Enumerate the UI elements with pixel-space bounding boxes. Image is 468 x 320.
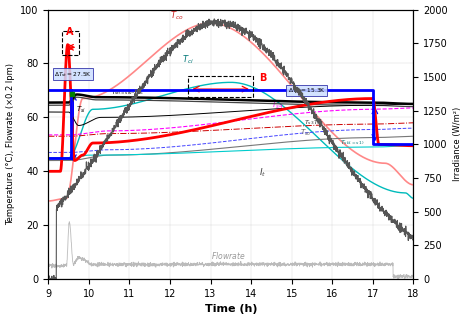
Text: $T_{ci}$: $T_{ci}$: [182, 53, 194, 66]
Text: $\Delta T_{st}=27.5$K: $\Delta T_{st}=27.5$K: [54, 70, 92, 78]
Text: $T_{so}$: $T_{so}$: [300, 128, 311, 138]
Text: $\mathbf{A}$: $\mathbf{A}$: [65, 25, 74, 37]
Text: $\mathbf{B}$: $\mathbf{B}$: [259, 71, 268, 83]
Text: $T_{co}$: $T_{co}$: [170, 10, 183, 22]
Text: $T_{s3}$$T_{s2}$: $T_{s3}$$T_{s2}$: [304, 118, 323, 127]
Text: $T_{sb(=s1)}$: $T_{sb(=s1)}$: [340, 139, 365, 147]
X-axis label: Time (h): Time (h): [205, 304, 257, 315]
Bar: [62, 31, 80, 55]
Bar: [188, 76, 253, 97]
Text: $T_{s4}$: $T_{s4}$: [271, 99, 284, 111]
Text: $T_{si}$: $T_{si}$: [76, 105, 86, 115]
Text: $Flowrate$: $Flowrate$: [211, 250, 245, 261]
Y-axis label: Temperature (°C), Flowrate (×0.2 lpm): Temperature (°C), Flowrate (×0.2 lpm): [6, 63, 15, 225]
Y-axis label: Irradiance (W/m²): Irradiance (W/m²): [453, 107, 462, 181]
Text: $\Delta T_{st}=15.3$K: $\Delta T_{st}=15.3$K: [288, 86, 325, 95]
Text: $I_t$: $I_t$: [259, 166, 267, 179]
Text: $T_{st(=s8)}$-$T_{s6}$: $T_{st(=s8)}$-$T_{s6}$: [111, 89, 144, 97]
